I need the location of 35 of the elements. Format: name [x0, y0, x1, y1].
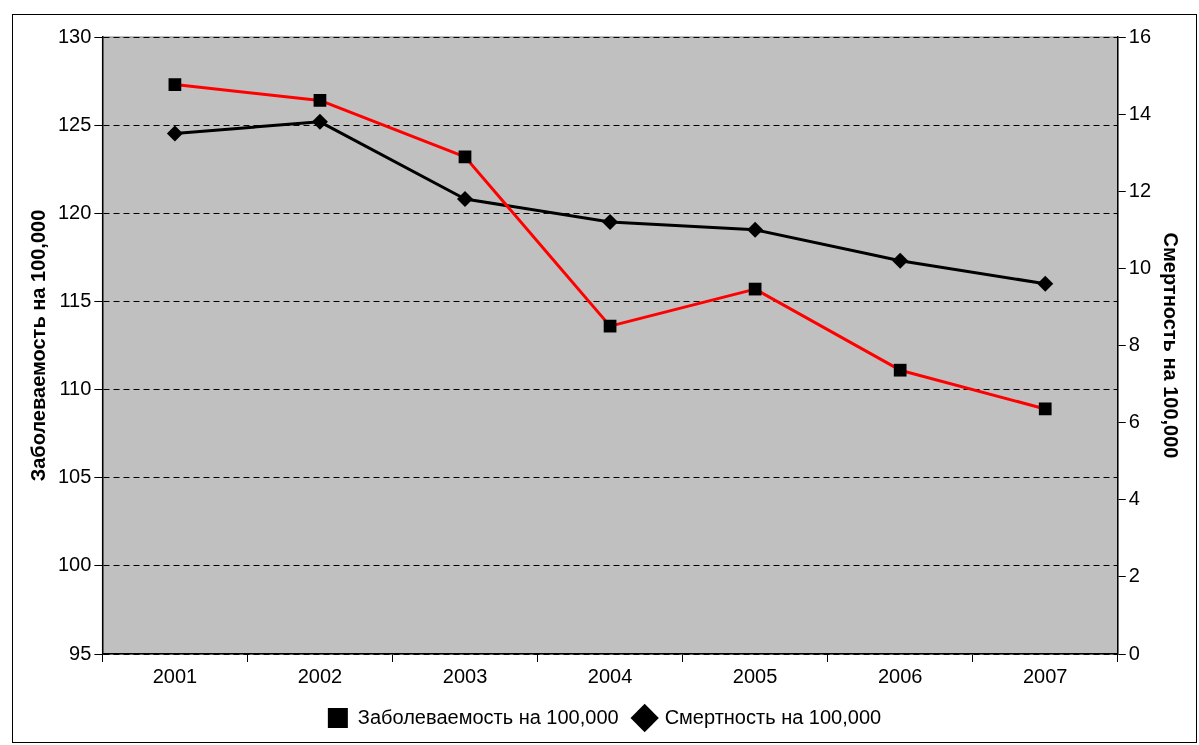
- point: [602, 214, 619, 231]
- y-tick-label: 95: [69, 641, 92, 664]
- y-tick-label: 125: [57, 112, 92, 135]
- x-tick-label: 2001: [152, 664, 198, 687]
- point: [166, 125, 183, 142]
- y-tick-label: 100: [57, 553, 92, 576]
- y-tick-label: 110: [59, 377, 92, 400]
- y2-tick-label: 14: [1128, 101, 1151, 124]
- point: [457, 190, 474, 207]
- legend-label: Смертность на 100,000: [664, 705, 882, 728]
- point: [892, 252, 909, 269]
- y-tick-label: 130: [57, 24, 92, 47]
- y2-tick-label: 12: [1128, 178, 1151, 201]
- y2-tick-label: 8: [1128, 333, 1140, 356]
- x-tick-label: 2004: [587, 664, 633, 687]
- y2-tick-label: 2: [1128, 564, 1140, 587]
- x-tick-label: 2005: [732, 664, 778, 687]
- y-tick-label: 105: [57, 465, 92, 488]
- point: [1037, 275, 1054, 292]
- legend-label: Заболеваемость на 100,000: [357, 705, 619, 728]
- y2-tick-label: 4: [1128, 487, 1140, 510]
- y-axis-title: Заболеваемость на 100,000: [26, 209, 49, 482]
- x-tick-label: 2006: [877, 664, 923, 687]
- y2-tick-label: 6: [1128, 410, 1140, 433]
- y2-axis-title: Смертность на 100,000: [1160, 232, 1183, 459]
- x-tick-label: 2003: [442, 664, 488, 687]
- point: [747, 221, 764, 238]
- y2-tick-label: 16: [1128, 24, 1151, 47]
- y2-tick-label: 10: [1128, 255, 1151, 278]
- point: [311, 113, 328, 130]
- y-tick-label: 115: [59, 288, 92, 311]
- y2-tick-label: 0: [1128, 641, 1140, 664]
- x-tick-label: 2007: [1022, 664, 1068, 687]
- x-tick-label: 2002: [297, 664, 343, 687]
- y-tick-label: 120: [57, 200, 92, 223]
